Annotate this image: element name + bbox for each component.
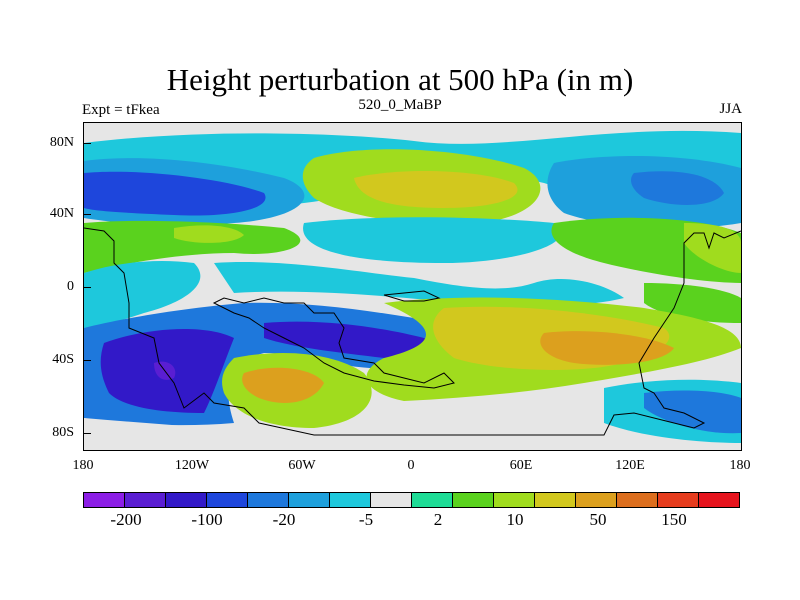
contour-region [354,171,518,208]
tick-mark [83,433,91,434]
contour-region [540,331,674,365]
continent-outline [84,227,741,436]
colorbar-label: -200 [110,510,142,529]
colorbar-label: -5 [358,510,374,529]
colorbar-swatch [699,493,739,507]
colorbar-label: 10 [506,510,524,529]
colorbar-swatch [207,493,248,507]
colorbar-swatch [535,493,576,507]
contour-region [174,225,244,243]
tick-mark [83,287,91,288]
x-tick-label: 60W [288,458,316,473]
y-tick-label: 0 [67,279,74,294]
contour-region [84,171,266,216]
colorbar-swatch [371,493,412,507]
x-tick-label: 0 [407,458,415,473]
plot-title: Height perturbation at 500 hPa (in m) [166,62,634,97]
experiment-label: Expt = tFkea [82,102,160,118]
colorbar [83,492,740,508]
colorbar-swatch [494,493,535,507]
x-tick-label: 120W [174,458,210,473]
tick-mark [83,360,91,361]
colorbar-swatch [453,493,494,507]
tick-mark [83,143,91,144]
colorbar-swatch [166,493,207,507]
colorbar-swatch [658,493,699,507]
contour-map [84,123,741,450]
map-plot-area [83,122,742,451]
colorbar-label: 50 [589,510,607,529]
contour-region [84,261,201,328]
contour-region [264,321,432,359]
subtitle: 520_0_MaBP [358,97,442,113]
colorbar-swatch [330,493,371,507]
colorbar-swatch [84,493,125,507]
y-tick-label: 40N [49,206,74,221]
colorbar-swatch [289,493,330,507]
y-tick-label: 80N [49,135,74,150]
contour-region [84,418,644,450]
tick-mark [83,214,91,215]
x-tick-label: 180 [72,458,94,473]
colorbar-label: 2 [433,510,443,529]
contour-region [303,217,562,263]
continent-outline [212,297,455,389]
colorbar-swatch [617,493,658,507]
x-tick-label: 60E [509,458,533,473]
colorbar-label: 150 [661,510,687,529]
colorbar-swatch [576,493,617,507]
continent-outline [383,290,441,302]
colorbar-label: -20 [272,510,296,529]
y-tick-label: 80S [52,425,74,440]
contour-region [684,223,741,273]
y-tick-label: 40S [52,352,74,367]
season-label: JJA [719,101,742,117]
contour-region [214,261,624,307]
contour-region [644,390,741,434]
x-tick-label: 120E [615,458,645,473]
colorbar-label: -100 [191,510,223,529]
x-tick-label: 180 [729,458,751,473]
colorbar-swatch [125,493,166,507]
colorbar-swatch [412,493,453,507]
contour-region [242,367,324,403]
contour-region [631,171,724,205]
contour-region [84,220,301,273]
colorbar-swatch [248,493,289,507]
